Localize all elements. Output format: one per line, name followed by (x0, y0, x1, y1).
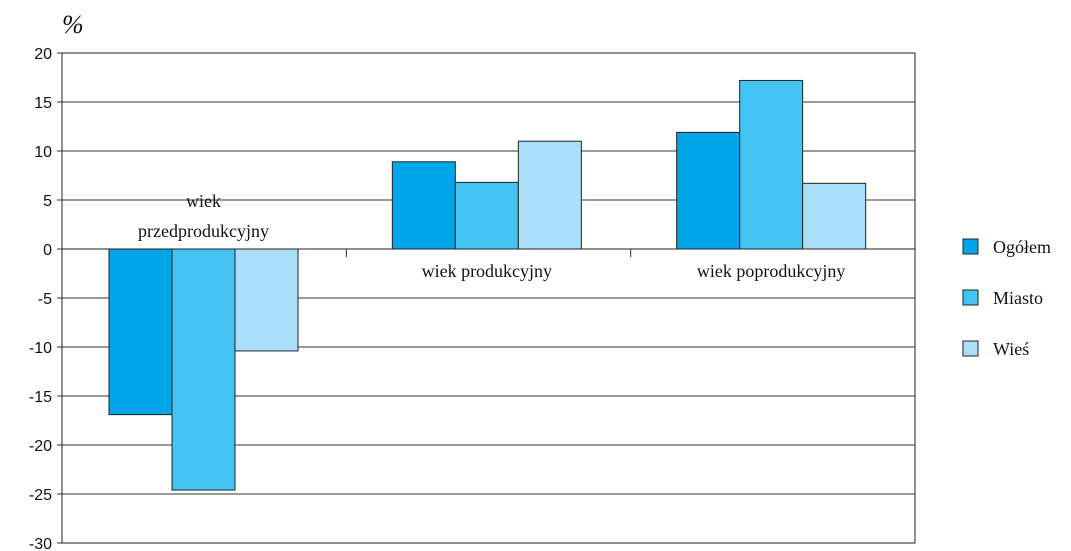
legend: Ogółem Miasto Wieś (962, 237, 1051, 359)
y-tick-label: 5 (43, 193, 52, 210)
legend-label: Miasto (993, 288, 1043, 308)
bar (234, 248, 299, 352)
y-tick-label: -5 (38, 291, 52, 308)
y-tick-label: 15 (34, 95, 52, 112)
legend-swatch (962, 238, 979, 255)
y-unit-label: % (62, 10, 84, 39)
y-tick-label: -10 (29, 340, 52, 357)
y-tick-label: -25 (29, 487, 52, 504)
y-tick-label: 20 (34, 46, 52, 63)
category-label: wiek (186, 191, 221, 211)
plot-frame (61, 52, 916, 544)
category-label: przedprodukcyjny (138, 221, 269, 241)
legend-label: Wieś (993, 339, 1029, 359)
y-tick-label: 10 (34, 144, 52, 161)
bar (108, 248, 173, 416)
y-axis-ticks: 20 15 10 5 0 -5 -10 -15 -20 -25 -30 (29, 46, 632, 551)
bars (108, 79, 867, 491)
y-tick-label: -20 (29, 438, 52, 455)
bar (454, 181, 519, 250)
bar (739, 79, 804, 250)
category-labels: wiek przedprodukcyjny wiek produkcyjny wiek… (138, 191, 845, 281)
bar (391, 161, 456, 250)
legend-label: Ogółem (993, 237, 1051, 257)
bar (517, 140, 582, 250)
bar (802, 182, 867, 250)
y-tick-label: -30 (29, 536, 52, 551)
category-label: wiek produkcyjny (422, 261, 552, 281)
y-tick-label: -15 (29, 389, 52, 406)
bar (676, 131, 741, 250)
bar (171, 248, 236, 491)
category-label: wiek poprodukcyjny (697, 261, 845, 281)
legend-swatch (962, 340, 979, 357)
legend-swatch (962, 289, 979, 306)
y-tick-label: 0 (43, 242, 52, 259)
